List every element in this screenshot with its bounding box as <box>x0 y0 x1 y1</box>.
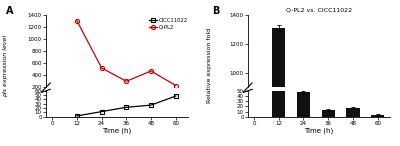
Bar <box>371 115 384 117</box>
Legend: CICC11022, Q-PL2: CICC11022, Q-PL2 <box>148 17 188 30</box>
Text: Relative expression fold: Relative expression fold <box>208 28 212 103</box>
Bar <box>272 0 286 117</box>
Text: pls expression level: pls expression level <box>4 35 8 97</box>
X-axis label: Time (h): Time (h) <box>102 127 132 134</box>
X-axis label: Time (h): Time (h) <box>304 127 334 134</box>
Bar <box>346 108 360 117</box>
Title: Q-PL2 vs. CICC11022: Q-PL2 vs. CICC11022 <box>286 8 352 13</box>
Bar <box>272 28 286 146</box>
Text: A: A <box>6 6 14 16</box>
Bar <box>297 92 310 117</box>
Bar <box>322 110 335 117</box>
Text: B: B <box>212 6 220 16</box>
